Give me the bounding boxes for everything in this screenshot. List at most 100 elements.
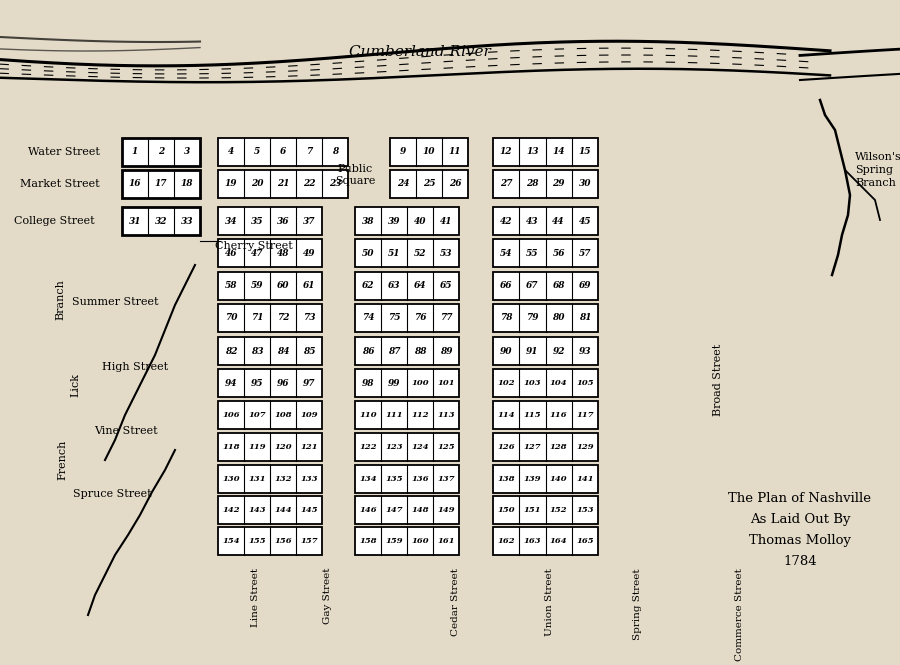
Text: 83: 83	[251, 346, 263, 356]
Text: 165: 165	[576, 537, 594, 545]
Text: 108: 108	[274, 411, 292, 419]
Bar	[390, 138, 468, 166]
Text: Cherry Street: Cherry Street	[215, 241, 292, 251]
Text: 161: 161	[437, 537, 454, 545]
Bar	[218, 527, 322, 555]
Bar	[493, 272, 598, 300]
Bar	[493, 207, 598, 235]
Text: 140: 140	[550, 475, 567, 483]
Text: 30: 30	[579, 180, 591, 188]
Text: 24: 24	[397, 180, 410, 188]
Text: 9: 9	[400, 148, 406, 156]
Text: 53: 53	[440, 249, 452, 257]
Text: 142: 142	[222, 506, 239, 514]
Text: 64: 64	[414, 281, 427, 291]
Bar	[218, 170, 348, 198]
Text: 152: 152	[550, 506, 567, 514]
Text: 12: 12	[500, 148, 512, 156]
Text: 82: 82	[225, 346, 238, 356]
Text: 114: 114	[498, 411, 515, 419]
Text: 38: 38	[362, 217, 374, 225]
Text: 158: 158	[359, 537, 377, 545]
Bar	[493, 239, 598, 267]
Text: 121: 121	[301, 443, 318, 451]
Text: 54: 54	[500, 249, 512, 257]
Text: 151: 151	[524, 506, 541, 514]
Text: The Plan of Nashville
As Laid Out By
Thomas Molloy
1784: The Plan of Nashville As Laid Out By Tho…	[728, 492, 871, 568]
Text: 141: 141	[576, 475, 594, 483]
Text: 136: 136	[411, 475, 428, 483]
Bar	[493, 138, 598, 166]
Text: 34: 34	[225, 217, 238, 225]
Text: Summer Street: Summer Street	[71, 297, 158, 307]
Bar	[355, 272, 459, 300]
Text: 48: 48	[277, 249, 289, 257]
Text: 95: 95	[251, 378, 263, 388]
Text: French: French	[57, 440, 67, 480]
Text: 134: 134	[359, 475, 377, 483]
Text: Water Street: Water Street	[28, 147, 100, 157]
Text: 49: 49	[302, 249, 315, 257]
Text: 112: 112	[411, 411, 428, 419]
Text: 144: 144	[274, 506, 292, 514]
Text: 93: 93	[579, 346, 591, 356]
Text: 20: 20	[251, 180, 263, 188]
Text: 56: 56	[553, 249, 565, 257]
Bar	[355, 207, 459, 235]
Text: 23: 23	[328, 180, 341, 188]
Text: 78: 78	[500, 313, 512, 323]
Text: 76: 76	[414, 313, 427, 323]
Text: 37: 37	[302, 217, 315, 225]
Text: 87: 87	[388, 346, 400, 356]
Text: 18: 18	[181, 180, 194, 188]
Text: 100: 100	[411, 379, 428, 387]
Bar	[218, 207, 322, 235]
Text: 36: 36	[277, 217, 289, 225]
Text: 143: 143	[248, 506, 266, 514]
Text: 111: 111	[385, 411, 403, 419]
Text: 45: 45	[579, 217, 591, 225]
Bar	[493, 496, 598, 524]
Text: 153: 153	[576, 506, 594, 514]
Text: 46: 46	[225, 249, 238, 257]
Text: 149: 149	[437, 506, 454, 514]
Text: 31: 31	[129, 217, 141, 225]
Text: 132: 132	[274, 475, 292, 483]
Text: Spring Street: Spring Street	[634, 568, 643, 640]
Text: 159: 159	[385, 537, 403, 545]
Text: 73: 73	[302, 313, 315, 323]
Text: Union Street: Union Street	[545, 568, 554, 636]
Text: 123: 123	[385, 443, 403, 451]
Text: 127: 127	[524, 443, 541, 451]
Text: 41: 41	[440, 217, 452, 225]
Text: 163: 163	[524, 537, 541, 545]
Text: Line Street: Line Street	[250, 568, 259, 627]
Text: 103: 103	[524, 379, 541, 387]
Text: 52: 52	[414, 249, 427, 257]
Text: 25: 25	[423, 180, 436, 188]
Text: 138: 138	[498, 475, 515, 483]
Bar	[493, 433, 598, 461]
Text: 106: 106	[222, 411, 239, 419]
Bar	[355, 239, 459, 267]
Text: 107: 107	[248, 411, 266, 419]
Bar	[493, 304, 598, 332]
Bar	[355, 369, 459, 397]
Text: 33: 33	[181, 217, 194, 225]
Text: 4: 4	[228, 148, 234, 156]
Text: Vine Street: Vine Street	[94, 426, 158, 436]
Text: 21: 21	[277, 180, 289, 188]
Text: 96: 96	[277, 378, 289, 388]
Text: 116: 116	[550, 411, 567, 419]
Text: 5: 5	[254, 148, 260, 156]
Bar	[355, 527, 459, 555]
Bar	[493, 369, 598, 397]
Text: 164: 164	[550, 537, 567, 545]
Text: 156: 156	[274, 537, 292, 545]
Bar	[355, 304, 459, 332]
Text: 51: 51	[388, 249, 400, 257]
Text: 131: 131	[248, 475, 266, 483]
Text: 146: 146	[359, 506, 377, 514]
Text: 118: 118	[222, 443, 239, 451]
Text: 92: 92	[553, 346, 565, 356]
